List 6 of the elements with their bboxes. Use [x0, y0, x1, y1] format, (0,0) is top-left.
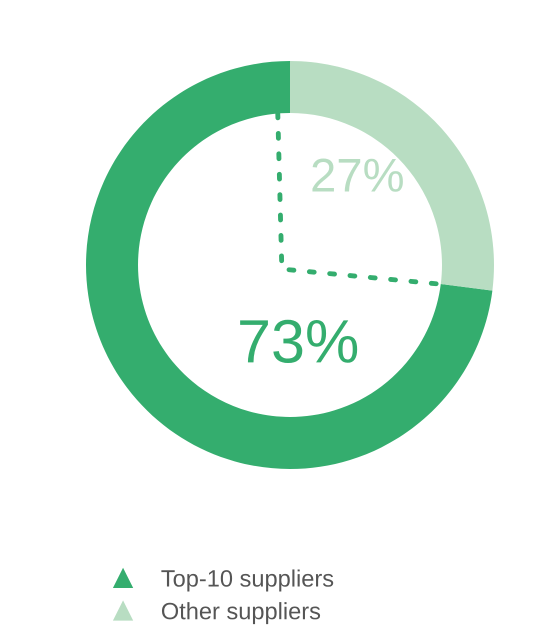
- donut-slice: [290, 61, 494, 291]
- legend-label: Top-10 suppliers: [161, 569, 334, 592]
- data-label: 27%: [312, 158, 403, 192]
- data-label: 73%: [240, 320, 358, 364]
- legend-label: Other suppliers: [162, 602, 320, 624]
- donut-slice: [86, 61, 492, 469]
